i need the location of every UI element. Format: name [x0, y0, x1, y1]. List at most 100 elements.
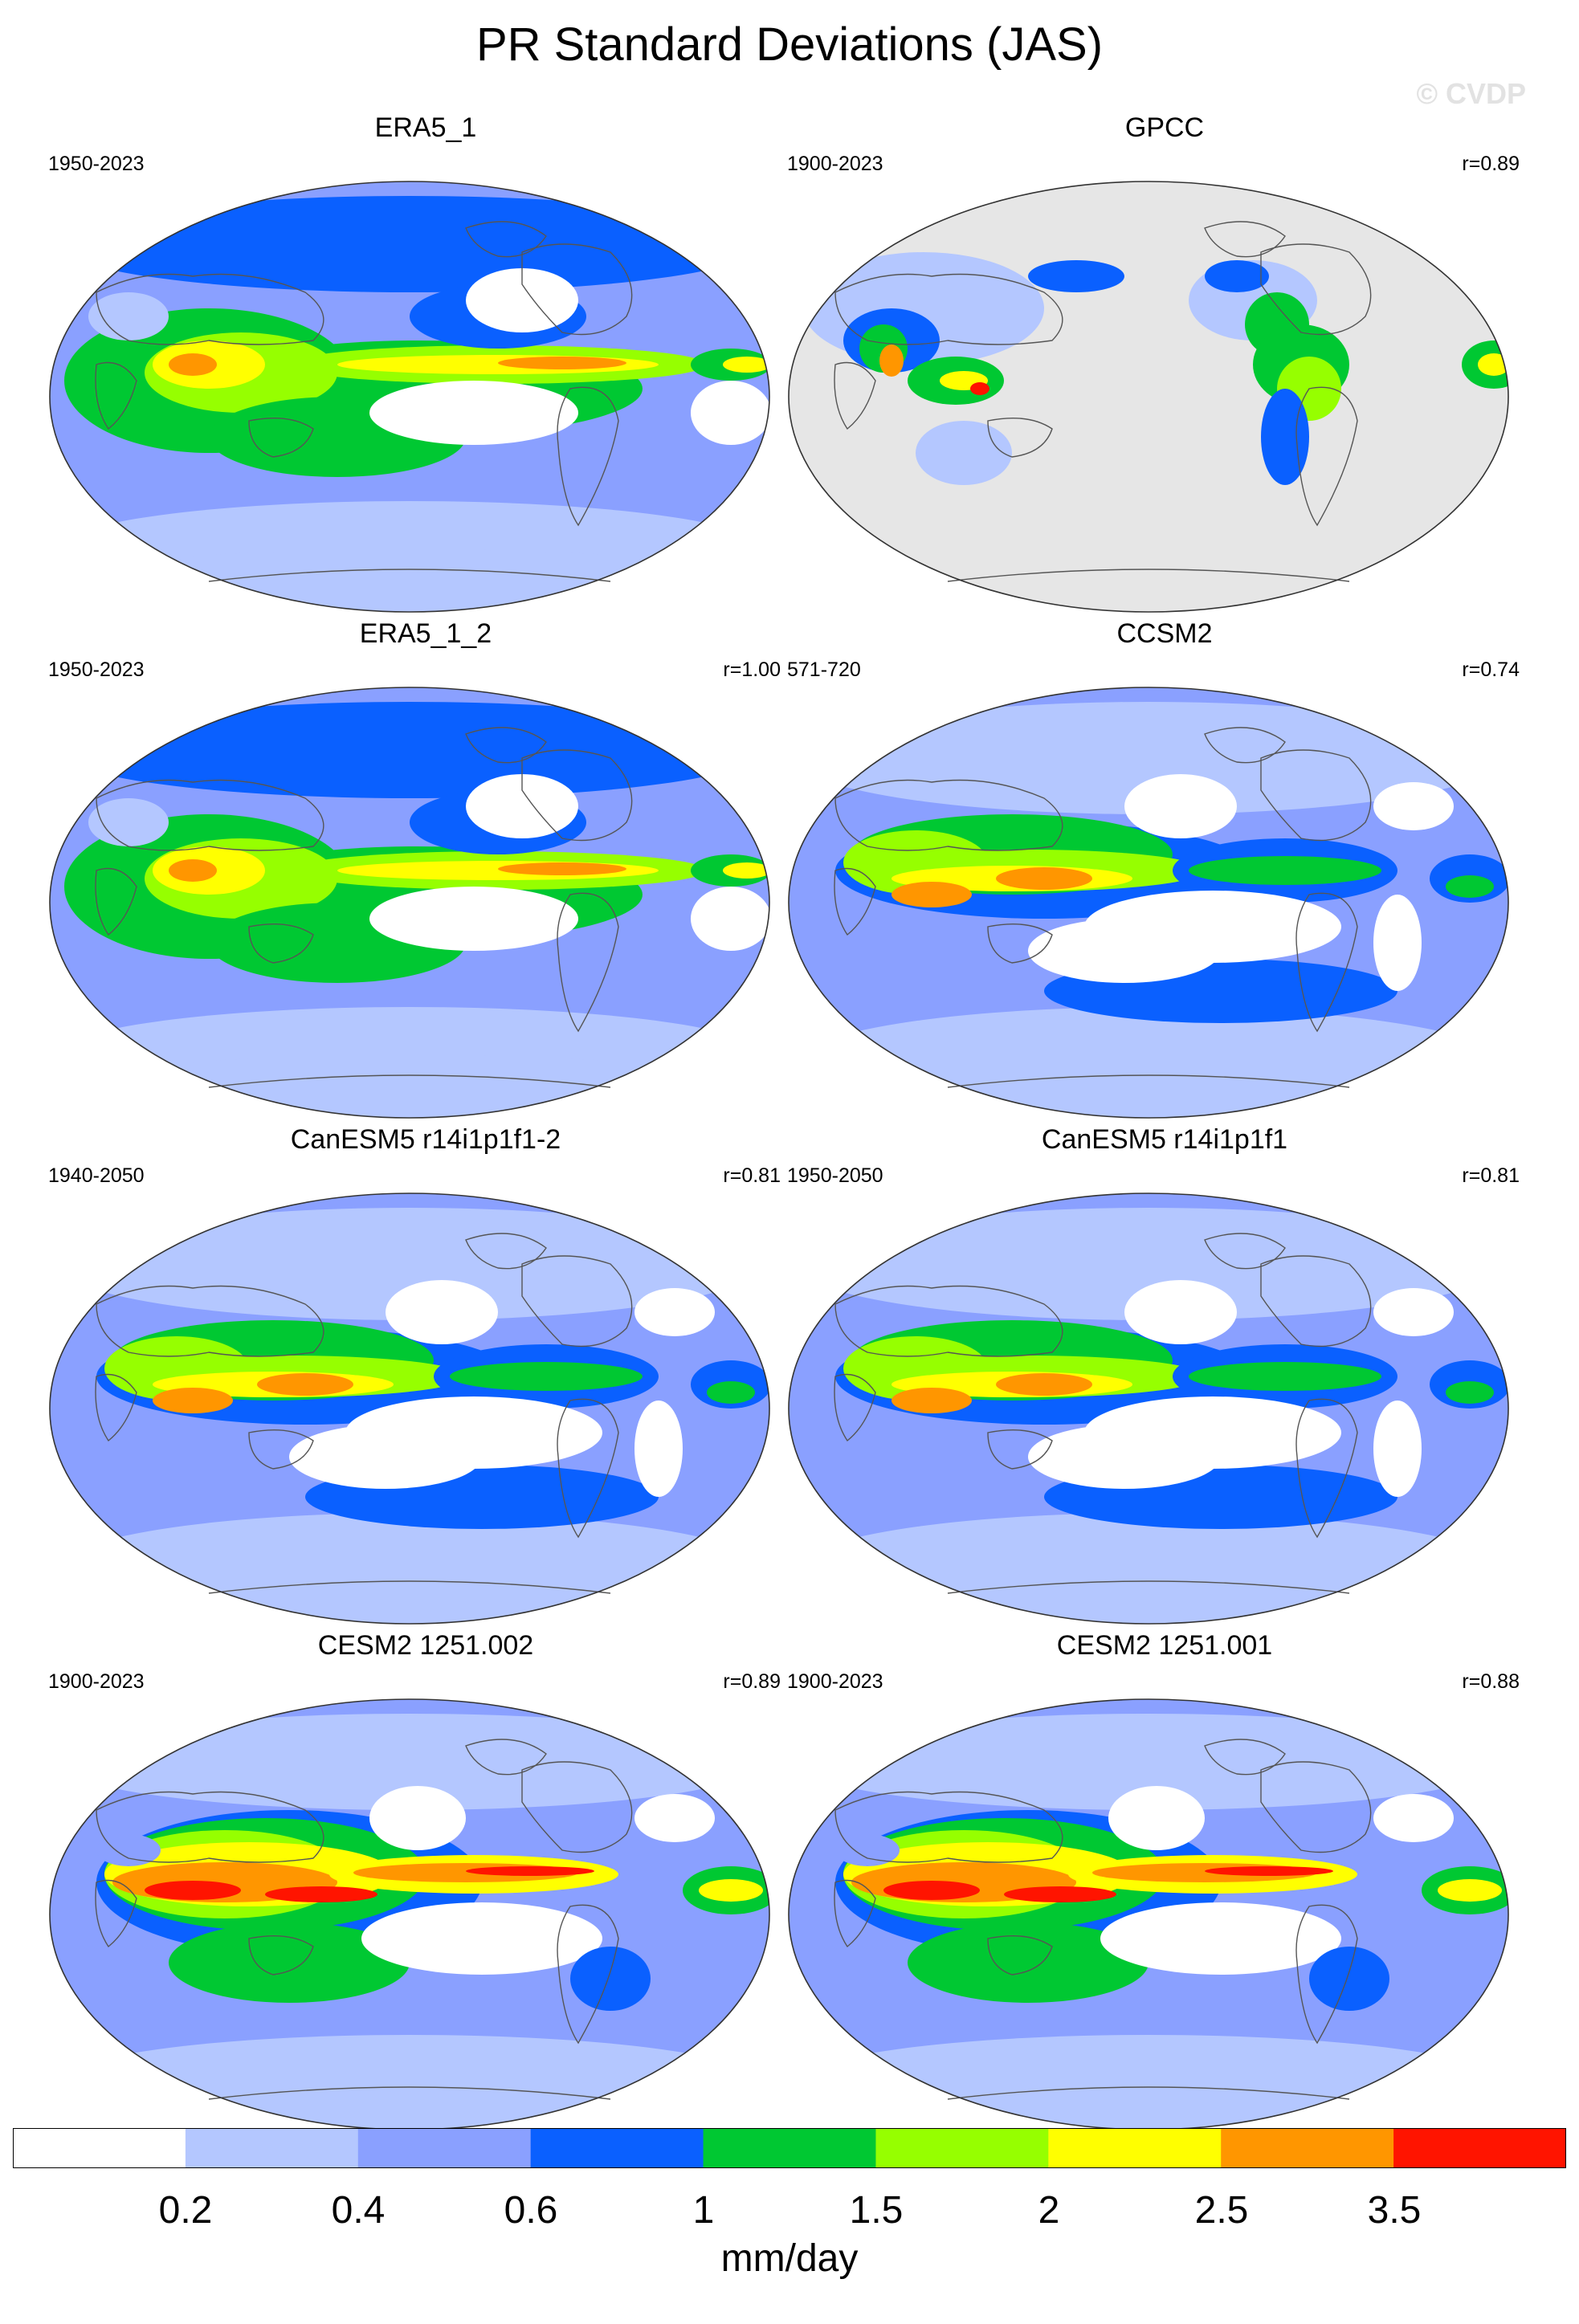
map-frame [49, 1193, 770, 1625]
south-america-outline [557, 1398, 619, 1539]
precip-contour [369, 887, 578, 951]
coastlines [95, 221, 633, 582]
australia-outline [987, 418, 1053, 458]
precip-contour [1373, 782, 1454, 830]
coastlines [834, 727, 1372, 1088]
precip-contour [707, 1381, 755, 1404]
precip-field [50, 687, 769, 1118]
map-panel: ERA5_1 1950-2023 [32, 112, 819, 634]
precip-contour [1124, 1280, 1237, 1344]
precip-contour [835, 1834, 900, 1866]
precip-contour [466, 1866, 594, 1876]
north-america-outline [521, 1255, 633, 1348]
panel-years: 1900-2023 [787, 153, 883, 175]
coastlines [834, 221, 1372, 582]
precip-contour [361, 1902, 602, 1975]
precip-contour [970, 382, 989, 395]
precip-contour [257, 1373, 353, 1396]
map-panel: GPCC 1900-2023 r=0.89 [771, 112, 1558, 634]
precip-contour [1373, 1288, 1454, 1336]
south-america-outline [1295, 1398, 1358, 1539]
greenland-outline [465, 727, 547, 764]
colorbar-swatch [530, 2128, 704, 2168]
precip-contour [498, 357, 626, 369]
colorbar-swatch [875, 2128, 1049, 2168]
eurasia-outline [834, 1285, 1063, 1357]
greenland-outline [1204, 221, 1286, 258]
precip-contour [883, 1881, 980, 1900]
precip-contour [265, 1886, 377, 1902]
panel-years: 1900-2023 [787, 1670, 883, 1693]
map-panel: CCSM2 571-720 r=0.74 [771, 618, 1558, 1140]
precip-contour [723, 357, 769, 373]
africa-outline [95, 1879, 137, 1948]
precip-contour [892, 882, 972, 907]
field-background [789, 181, 1508, 612]
eurasia-outline [96, 779, 324, 851]
precip-contour [56, 549, 763, 612]
precip-contour [1028, 919, 1221, 983]
precip-field [50, 1699, 769, 2130]
colorbar-tick-label: 0.6 [504, 2189, 558, 2232]
precip-contour [1028, 260, 1124, 292]
africa-outline [95, 867, 137, 936]
precip-contour [56, 1714, 763, 1810]
precip-contour [1373, 1794, 1454, 1842]
precip-contour [570, 1947, 651, 2011]
australia-outline [987, 1429, 1053, 1470]
australia-outline [248, 923, 314, 964]
precip-contour [498, 862, 626, 875]
north-america-outline [1260, 1255, 1372, 1348]
precip-contour [879, 345, 904, 377]
panel-title: ERA5_1 [374, 112, 477, 143]
antarctica-outline [208, 2086, 611, 2100]
precip-contour [56, 196, 763, 292]
world-map [49, 1698, 770, 2130]
eurasia-outline [834, 1791, 1063, 1863]
north-america-outline [1260, 243, 1372, 336]
eurasia-outline [96, 1285, 324, 1357]
antarctica-outline [208, 1580, 611, 1594]
precip-contour [56, 1055, 763, 1118]
panel-title: ERA5_1_2 [359, 618, 492, 649]
precip-field [789, 1699, 1508, 2130]
precip-field [789, 687, 1508, 1118]
north-america-outline [521, 1761, 633, 1853]
coastlines [834, 1233, 1372, 1594]
south-america-outline [557, 1904, 619, 2045]
precip-contour [1309, 1947, 1389, 2011]
coastlines [95, 1233, 633, 1594]
precip-contour [1205, 1866, 1333, 1876]
precip-contour [169, 353, 217, 376]
precip-contour [88, 798, 169, 846]
south-america-outline [557, 386, 619, 527]
australia-outline [248, 1935, 314, 1975]
antarctica-outline [947, 1074, 1350, 1088]
panel-years: 571-720 [787, 658, 861, 681]
map-frame [49, 687, 770, 1119]
greenland-outline [1204, 1233, 1286, 1270]
north-america-outline [521, 749, 633, 842]
colorbar-tick-label: 0.2 [158, 2189, 213, 2232]
colorbar-swatch [357, 2128, 532, 2168]
precip-contour [1124, 774, 1237, 838]
precip-contour [699, 1879, 763, 1902]
precip-contour [634, 1794, 715, 1842]
north-america-outline [1260, 749, 1372, 842]
precip-contour [691, 887, 769, 951]
colorbar-tick-label: 1 [692, 2189, 715, 2232]
panel-title: GPCC [1124, 112, 1205, 143]
greenland-outline [465, 1739, 547, 1776]
map-panel: CESM2 1251.002 1900-2023 r=0.89 [32, 1630, 819, 2152]
precip-contour [1261, 389, 1309, 485]
eurasia-outline [96, 273, 324, 345]
precip-contour [386, 1280, 498, 1344]
precip-contour [1100, 1902, 1341, 1975]
precip-field [50, 181, 769, 612]
eurasia-outline [96, 1791, 324, 1863]
precip-contour [996, 867, 1092, 890]
map-frame [788, 687, 1509, 1119]
precip-contour [1189, 856, 1381, 885]
precip-contour [723, 862, 769, 879]
panel-years: 1950-2050 [787, 1164, 883, 1187]
